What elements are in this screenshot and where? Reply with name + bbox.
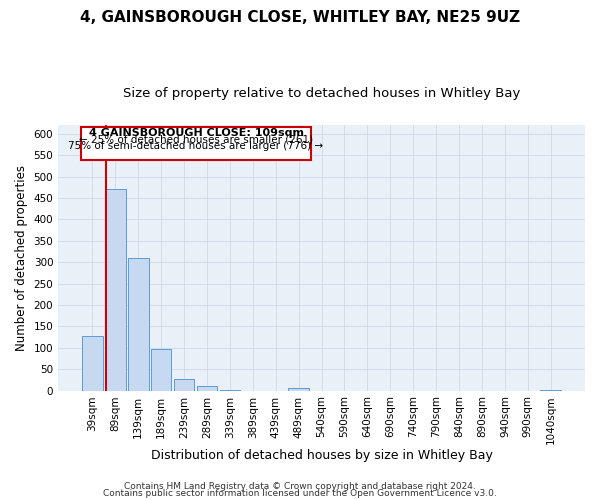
Text: ← 25% of detached houses are smaller (261): ← 25% of detached houses are smaller (26…: [79, 135, 313, 145]
Text: 4 GAINSBOROUGH CLOSE: 109sqm: 4 GAINSBOROUGH CLOSE: 109sqm: [89, 128, 304, 138]
Text: Contains public sector information licensed under the Open Government Licence v3: Contains public sector information licen…: [103, 490, 497, 498]
Bar: [174, 380, 194, 390]
Bar: [105, 190, 125, 390]
Title: Size of property relative to detached houses in Whitley Bay: Size of property relative to detached ho…: [123, 88, 520, 101]
Bar: [128, 258, 149, 390]
Bar: [197, 386, 217, 390]
X-axis label: Distribution of detached houses by size in Whitley Bay: Distribution of detached houses by size …: [151, 450, 493, 462]
Bar: [82, 336, 103, 390]
Bar: [289, 388, 309, 390]
Text: Contains HM Land Registry data © Crown copyright and database right 2024.: Contains HM Land Registry data © Crown c…: [124, 482, 476, 491]
Text: 4, GAINSBOROUGH CLOSE, WHITLEY BAY, NE25 9UZ: 4, GAINSBOROUGH CLOSE, WHITLEY BAY, NE25…: [80, 10, 520, 25]
FancyBboxPatch shape: [82, 126, 311, 160]
Text: 75% of semi-detached houses are larger (776) →: 75% of semi-detached houses are larger (…: [68, 141, 323, 151]
Bar: [151, 349, 172, 391]
Y-axis label: Number of detached properties: Number of detached properties: [15, 165, 28, 351]
